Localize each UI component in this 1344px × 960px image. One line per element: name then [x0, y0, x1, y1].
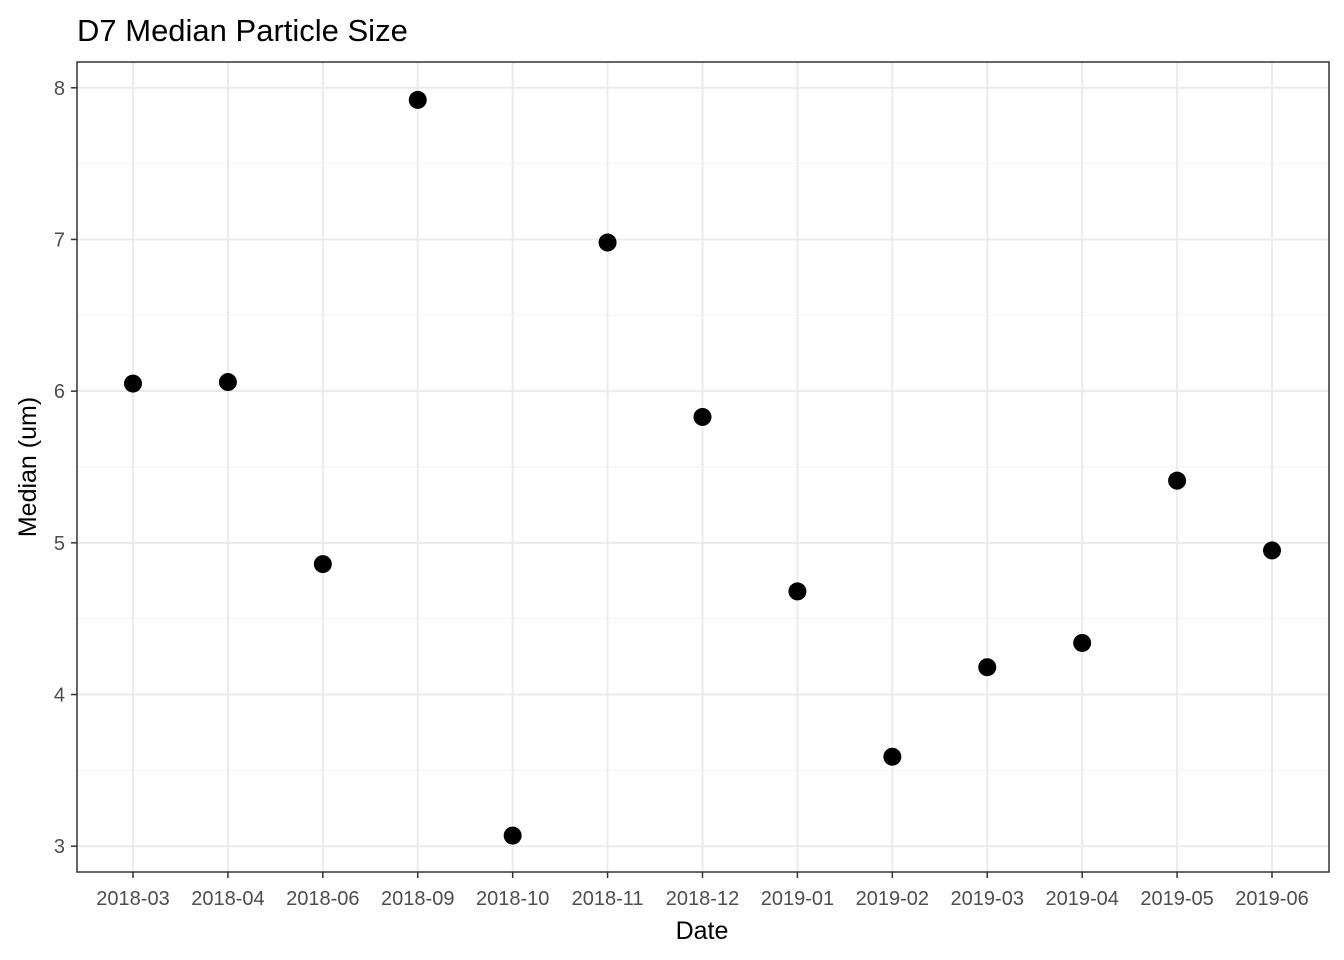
x-tick-label: 2018-12: [666, 888, 739, 910]
data-point: [124, 374, 142, 393]
data-point: [313, 555, 332, 574]
plot-panel: [76, 61, 1330, 873]
data-point: [218, 373, 237, 392]
x-tick-label: 2018-11: [572, 888, 644, 910]
data-point: [503, 826, 522, 845]
y-tick-label: 6: [54, 381, 65, 403]
data-point: [598, 233, 617, 252]
data-point: [408, 90, 427, 109]
x-tick-label: 2019-01: [761, 888, 834, 910]
data-point: [788, 582, 807, 601]
x-tick-label: 2018-04: [191, 888, 264, 910]
data-point: [1073, 633, 1092, 652]
x-tick-label: 2018-10: [476, 888, 549, 910]
data-points: [124, 90, 1281, 845]
data-point: [978, 658, 997, 677]
y-tick-label: 8: [54, 78, 65, 100]
x-tick-label: 2019-02: [856, 888, 929, 910]
data-point: [693, 407, 712, 426]
x-axis: 2018-03 2018-04 2018-06 2018-09 2018-10 2018-…: [96, 872, 1309, 910]
data-point: [1168, 471, 1187, 490]
data-point: [883, 747, 902, 766]
y-tick-label: 3: [54, 836, 65, 858]
major-gridlines: [77, 62, 1329, 872]
y-tick-label: 5: [54, 533, 65, 555]
x-tick-label: 2018-06: [286, 888, 359, 910]
x-tick-label: 2019-06: [1235, 888, 1308, 910]
x-axis-title: Date: [676, 917, 729, 945]
x-tick-label: 2018-09: [381, 888, 454, 910]
y-axis-title: Median (um): [14, 397, 42, 537]
x-tick-label: 2019-05: [1140, 888, 1213, 910]
x-tick-label: 2019-03: [951, 888, 1024, 910]
y-tick-label: 7: [54, 229, 65, 251]
chart-title: D7 Median Particle Size: [77, 13, 408, 48]
y-tick-label: 4: [54, 685, 65, 707]
data-point: [1263, 541, 1281, 560]
x-tick-label: 2018-03: [96, 888, 169, 910]
y-axis: 3 4 5 6 7 8: [54, 78, 77, 858]
x-tick-label: 2019-04: [1045, 888, 1118, 910]
